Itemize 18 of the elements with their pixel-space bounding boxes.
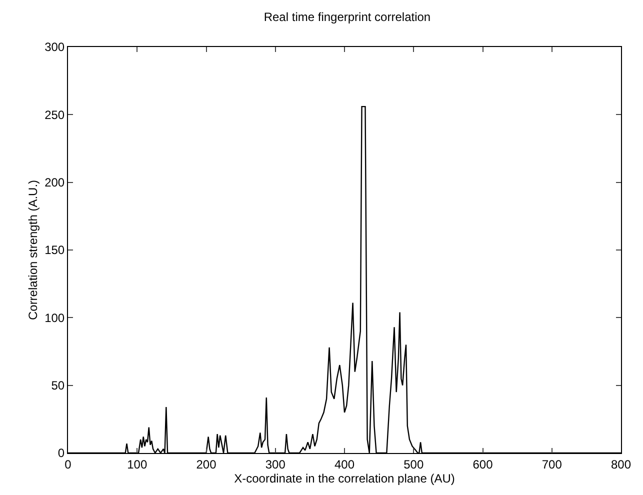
y-tick-label: 150 — [44, 243, 65, 258]
x-tick-label: 700 — [542, 457, 562, 472]
x-tick-label: 200 — [196, 457, 217, 472]
x-tick-label: 300 — [265, 457, 286, 472]
chart-title: Real time fingerprint correlation — [264, 10, 431, 24]
x-tick-label: 500 — [404, 457, 424, 472]
x-tick-label: 800 — [610, 457, 632, 472]
x-axis-title: X-coordinate in the correlation plane (AU) — [234, 471, 455, 486]
x-tick-label: 600 — [472, 457, 494, 472]
y-tick-label: 250 — [44, 108, 65, 122]
y-tick-label: 300 — [44, 40, 65, 54]
y-tick-label: 100 — [44, 310, 65, 325]
x-tick-label: 100 — [127, 457, 148, 472]
y-tick-label: 0 — [58, 446, 65, 460]
y-axis-title: Correlation strength (A.U.) — [26, 180, 40, 320]
y-tick-label: 50 — [51, 378, 65, 393]
x-tick-label: 400 — [334, 457, 355, 472]
y-tick-label: 200 — [44, 176, 65, 190]
